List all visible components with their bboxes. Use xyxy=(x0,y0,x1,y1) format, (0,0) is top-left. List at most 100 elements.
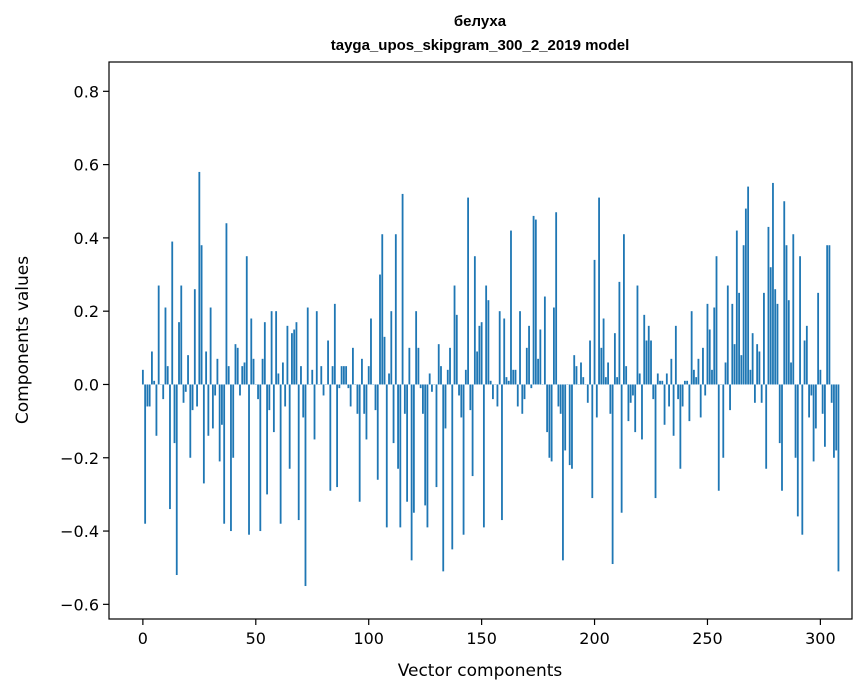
bar-292 xyxy=(801,384,804,535)
y-tick-label: 0.0 xyxy=(74,375,99,394)
bar-144 xyxy=(467,197,469,385)
bar-224 xyxy=(647,325,650,385)
bar-38 xyxy=(227,366,230,385)
bar-283 xyxy=(781,384,783,491)
bar-14 xyxy=(173,384,176,444)
bar-239 xyxy=(681,384,684,407)
bar-149 xyxy=(478,325,481,385)
bar-301 xyxy=(821,384,824,414)
bar-171 xyxy=(528,325,530,385)
bar-218 xyxy=(634,384,637,433)
bar-120 xyxy=(412,384,415,513)
y-axis-label: Components values xyxy=(13,256,33,424)
bar-271 xyxy=(753,384,756,403)
bar-221 xyxy=(641,384,643,440)
bar-80 xyxy=(322,384,325,396)
bar-168 xyxy=(521,384,524,414)
bar-288 xyxy=(792,234,795,385)
bar-267 xyxy=(744,208,747,385)
bar-82 xyxy=(327,340,329,385)
bar-61 xyxy=(279,384,282,524)
bar-252 xyxy=(711,369,713,385)
bar-165 xyxy=(514,369,517,385)
bar-192 xyxy=(575,366,578,385)
bar-204 xyxy=(602,318,605,385)
bar-172 xyxy=(530,384,533,389)
bar-183 xyxy=(555,212,558,385)
bar-53 xyxy=(261,358,264,385)
bar-158 xyxy=(498,311,501,385)
bar-37 xyxy=(225,223,228,385)
bar-219 xyxy=(636,285,639,385)
bar-75 xyxy=(311,369,314,385)
bar-124 xyxy=(422,384,424,414)
bar-235 xyxy=(672,384,675,436)
bar-175 xyxy=(537,358,539,385)
bar-115 xyxy=(401,193,404,385)
x-axis-label: Vector components xyxy=(398,661,563,681)
bar-234 xyxy=(670,358,673,385)
bar-122 xyxy=(417,347,420,385)
bar-43 xyxy=(239,384,241,396)
bar-119 xyxy=(410,384,413,561)
bar-164 xyxy=(512,369,515,385)
bar-213 xyxy=(623,234,625,385)
bar-276 xyxy=(765,384,768,469)
bar-163 xyxy=(510,230,512,385)
bar-248 xyxy=(702,347,704,385)
bar-281 xyxy=(776,303,779,385)
bar-24 xyxy=(196,384,198,407)
x-tick-label: 50 xyxy=(246,629,266,648)
bar-274 xyxy=(760,384,763,403)
bar-302 xyxy=(824,384,826,447)
bar-245 xyxy=(695,377,698,385)
bar-182 xyxy=(552,307,555,385)
bar-170 xyxy=(525,347,528,385)
bar-176 xyxy=(539,329,542,385)
bar-4 xyxy=(151,351,153,385)
bar-262 xyxy=(733,344,736,385)
bar-147 xyxy=(473,256,476,385)
bar-211 xyxy=(618,281,621,385)
bar-54 xyxy=(263,322,266,385)
bar-77 xyxy=(315,311,318,385)
bar-15 xyxy=(175,384,178,576)
bar-139 xyxy=(455,314,458,385)
bar-304 xyxy=(828,245,831,385)
bar-48 xyxy=(250,318,253,385)
bar-134 xyxy=(444,384,447,429)
y-tick-label: −0.4 xyxy=(60,522,99,541)
bar-108 xyxy=(385,384,388,528)
bar-71 xyxy=(302,384,305,418)
bar-104 xyxy=(376,384,379,480)
bar-217 xyxy=(632,384,634,396)
bar-273 xyxy=(758,351,761,385)
bar-110 xyxy=(390,311,393,385)
bar-46 xyxy=(245,256,248,385)
bar-203 xyxy=(600,347,603,385)
bar-222 xyxy=(643,314,646,385)
bar-9 xyxy=(162,384,165,400)
bar-230 xyxy=(661,380,664,385)
bar-25 xyxy=(198,171,201,385)
x-tick-label: 250 xyxy=(692,629,723,648)
bar-247 xyxy=(699,384,702,418)
bar-205 xyxy=(604,377,607,385)
bar-233 xyxy=(668,384,670,407)
bar-200 xyxy=(593,259,596,385)
bar-229 xyxy=(659,380,661,385)
bar-114 xyxy=(399,384,402,528)
bar-64 xyxy=(286,325,289,385)
bar-56 xyxy=(268,384,271,411)
bar-101 xyxy=(370,318,372,385)
y-ticks-group: −0.6 −0.4 −0.2 0.0 0.2 0.4 0.6 0.8 xyxy=(60,82,109,614)
bar-55 xyxy=(266,384,268,495)
bar-209 xyxy=(613,333,616,385)
bar-97 xyxy=(361,358,363,385)
bar-208 xyxy=(611,384,614,565)
bar-179 xyxy=(546,384,549,433)
bar-157 xyxy=(496,384,499,407)
bar-186 xyxy=(562,384,564,561)
bar-128 xyxy=(431,384,433,392)
bar-162 xyxy=(507,380,510,385)
